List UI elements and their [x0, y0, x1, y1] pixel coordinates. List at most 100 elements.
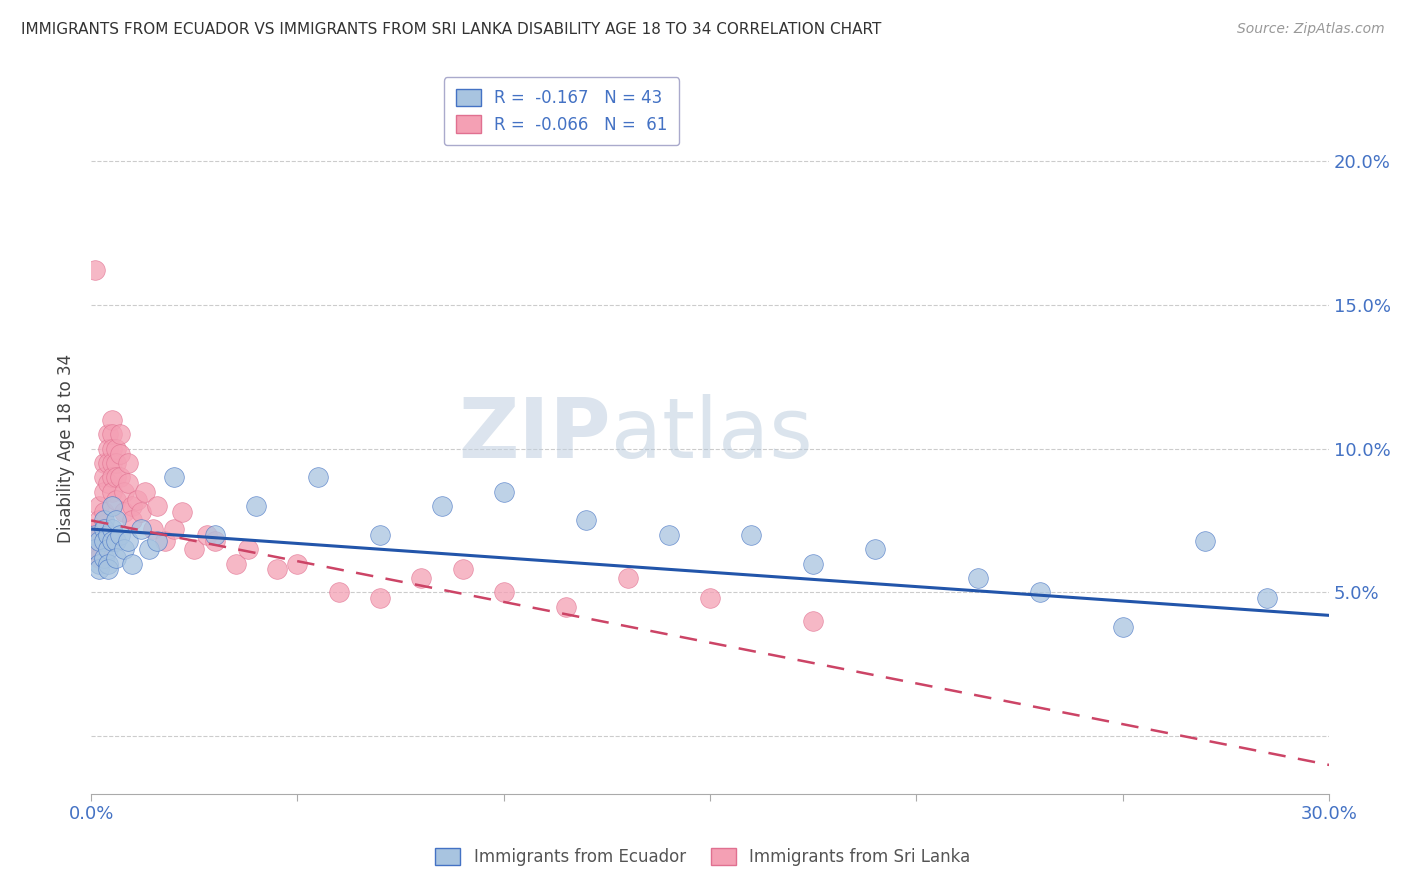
Point	[554, 599, 576, 614]
Point	[740, 528, 762, 542]
Point	[108, 447, 131, 461]
Point	[225, 557, 247, 571]
Point	[84, 542, 107, 557]
Point	[93, 522, 115, 536]
Point	[125, 493, 148, 508]
Point	[1194, 533, 1216, 548]
Point	[108, 528, 131, 542]
Point	[307, 470, 329, 484]
Point	[287, 557, 309, 571]
Point	[93, 484, 115, 499]
Point	[89, 557, 111, 571]
Point	[117, 476, 139, 491]
Point	[93, 533, 115, 548]
Point	[204, 533, 226, 548]
Point	[101, 456, 124, 470]
Point	[93, 522, 115, 536]
Point	[101, 413, 124, 427]
Point	[134, 484, 156, 499]
Point	[170, 505, 193, 519]
Point	[1112, 620, 1135, 634]
Point	[117, 456, 139, 470]
Point	[108, 470, 131, 484]
Point	[101, 484, 124, 499]
Point	[89, 513, 111, 527]
Text: IMMIGRANTS FROM ECUADOR VS IMMIGRANTS FROM SRI LANKA DISABILITY AGE 18 TO 34 COR: IMMIGRANTS FROM ECUADOR VS IMMIGRANTS FR…	[21, 22, 882, 37]
Point	[121, 499, 143, 513]
Point	[699, 591, 721, 606]
Point	[967, 571, 990, 585]
Point	[112, 505, 135, 519]
Point	[104, 513, 127, 527]
Text: Source: ZipAtlas.com: Source: ZipAtlas.com	[1237, 22, 1385, 37]
Point	[97, 542, 120, 557]
Point	[84, 528, 107, 542]
Point	[163, 522, 186, 536]
Point	[368, 591, 391, 606]
Point	[89, 542, 111, 557]
Point	[89, 528, 111, 542]
Point	[368, 528, 391, 542]
Point	[104, 456, 127, 470]
Point	[101, 499, 124, 513]
Point	[108, 427, 131, 442]
Point	[104, 550, 127, 565]
Point	[117, 533, 139, 548]
Point	[93, 505, 115, 519]
Point	[195, 528, 218, 542]
Legend: Immigrants from Ecuador, Immigrants from Sri Lanka: Immigrants from Ecuador, Immigrants from…	[429, 841, 977, 873]
Point	[146, 533, 169, 548]
Point	[245, 499, 267, 513]
Point	[104, 493, 127, 508]
Point	[101, 522, 124, 536]
Point	[104, 533, 127, 548]
Point	[84, 542, 107, 557]
Point	[84, 263, 107, 277]
Point	[101, 442, 124, 456]
Point	[101, 427, 124, 442]
Point	[97, 456, 120, 470]
Point	[97, 562, 120, 576]
Legend: R =  -0.167   N = 43, R =  -0.066   N =  61: R = -0.167 N = 43, R = -0.066 N = 61	[444, 78, 679, 145]
Point	[155, 533, 177, 548]
Point	[97, 528, 120, 542]
Point	[142, 522, 165, 536]
Text: atlas: atlas	[612, 394, 813, 475]
Point	[1256, 591, 1278, 606]
Point	[129, 505, 152, 519]
Point	[204, 528, 226, 542]
Point	[93, 513, 115, 527]
Point	[97, 427, 120, 442]
Point	[129, 522, 152, 536]
Point	[89, 499, 111, 513]
Point	[138, 542, 160, 557]
Point	[84, 522, 107, 536]
Point	[492, 585, 515, 599]
Point	[266, 562, 288, 576]
Point	[89, 533, 111, 548]
Point	[93, 470, 115, 484]
Point	[104, 470, 127, 484]
Point	[492, 484, 515, 499]
Point	[89, 562, 111, 576]
Point	[801, 557, 824, 571]
Point	[121, 557, 143, 571]
Point	[658, 528, 681, 542]
Point	[121, 513, 143, 527]
Point	[89, 550, 111, 565]
Point	[451, 562, 474, 576]
Point	[163, 470, 186, 484]
Point	[411, 571, 433, 585]
Point	[104, 442, 127, 456]
Point	[183, 542, 205, 557]
Point	[430, 499, 453, 513]
Point	[328, 585, 350, 599]
Point	[97, 442, 120, 456]
Point	[146, 499, 169, 513]
Point	[93, 550, 115, 565]
Y-axis label: Disability Age 18 to 34: Disability Age 18 to 34	[58, 354, 75, 543]
Point	[1029, 585, 1052, 599]
Point	[575, 513, 598, 527]
Point	[93, 456, 115, 470]
Point	[616, 571, 638, 585]
